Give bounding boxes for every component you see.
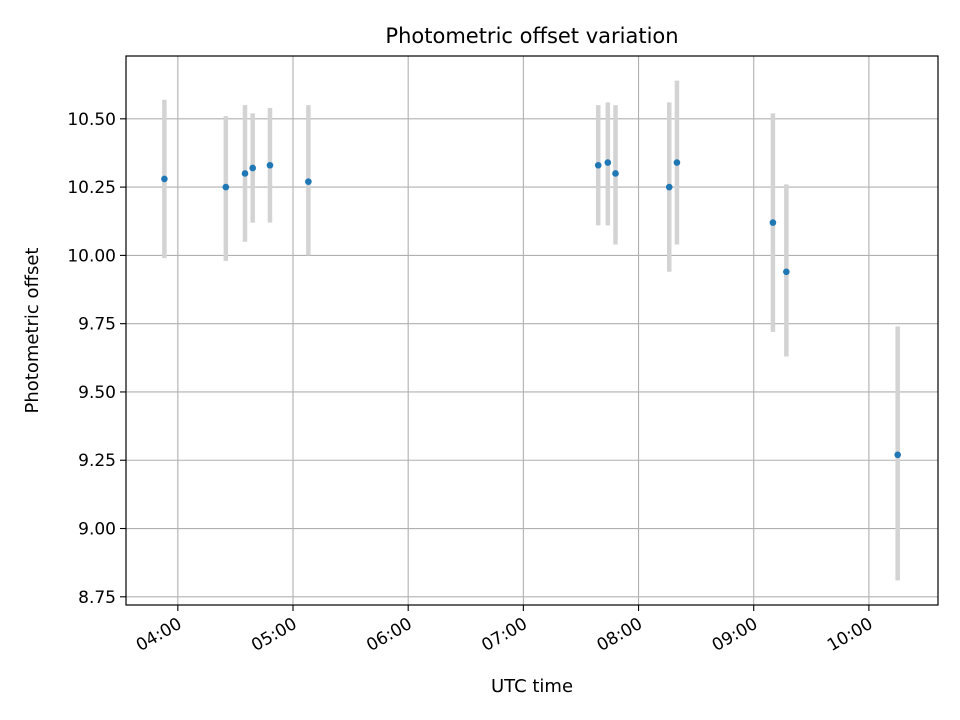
y-tick-label: 10.00 (67, 246, 116, 266)
data-point (241, 170, 249, 177)
data-points (161, 159, 901, 459)
grid (126, 56, 938, 605)
y-tick-label: 9.25 (78, 451, 116, 471)
y-tick-label: 9.00 (78, 520, 116, 540)
x-tick-label: 10:00 (824, 614, 876, 656)
data-point (266, 161, 274, 169)
data-point (665, 183, 673, 191)
data-point (222, 183, 230, 191)
y-tick-label: 10.50 (67, 110, 116, 130)
x-axis-ticks: 04:00 05:00 06:00 07:00 08:00 09:00 10:00 (133, 605, 876, 656)
data-point (673, 159, 681, 166)
data-point (249, 164, 256, 172)
x-tick-label: 05:00 (248, 614, 300, 656)
x-tick-label: 06:00 (363, 614, 415, 656)
plot-frame (125, 55, 939, 606)
data-point (305, 178, 312, 185)
y-axis-ticks: 8.75 9.00 9.25 9.50 9.75 10.00 10.25 10.50 (67, 110, 126, 608)
error-bars (162, 80, 900, 581)
y-tick-label: 10.25 (67, 178, 116, 198)
y-tick-label: 9.50 (78, 383, 116, 403)
data-point (594, 161, 602, 169)
data-point (604, 159, 612, 166)
chart-title: Photometric offset variation (385, 24, 678, 48)
x-axis-label: UTC time (491, 676, 573, 697)
x-tick-label: 04:00 (133, 614, 185, 656)
y-tick-label: 9.75 (78, 315, 116, 335)
x-tick-label: 08:00 (594, 614, 646, 656)
data-point (612, 170, 619, 177)
data-point (783, 268, 790, 276)
data-point (161, 175, 168, 183)
y-tick-label: 8.75 (78, 588, 116, 608)
data-point (894, 451, 901, 459)
data-point (769, 219, 777, 226)
y-axis-label: Photometric offset (22, 248, 43, 414)
x-tick-label: 09:00 (709, 614, 761, 656)
x-tick-label: 07:00 (478, 614, 530, 656)
